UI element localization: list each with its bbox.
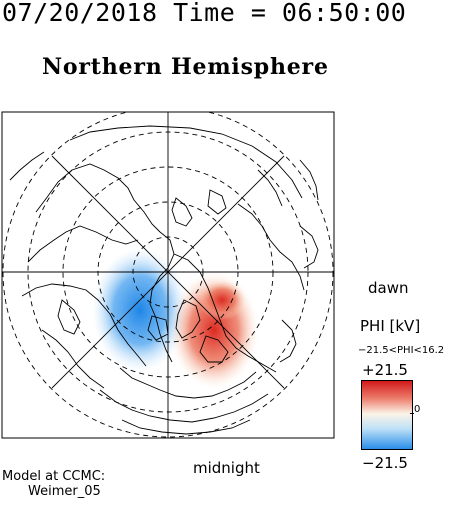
model-name-label: Weimer_05	[28, 484, 101, 499]
dawn-label: dawn	[368, 279, 409, 297]
midnight-label: midnight	[193, 459, 260, 477]
colorbar-min-label: −21.5	[362, 454, 408, 472]
model-source-label: Model at CCMC:	[2, 469, 106, 484]
colorbar-zero-label: 0	[414, 404, 421, 415]
colorbar-range-label: −21.5<PHI<16.2	[358, 345, 445, 356]
map-frame	[1, 111, 335, 439]
colorbar-max-label: +21.5	[362, 361, 408, 379]
negative-potential-cell	[92, 248, 188, 372]
potential-cells	[92, 248, 258, 388]
coastlines	[9, 125, 319, 435]
plot-title: Northern Hemisphere	[42, 54, 329, 80]
meridian-lines	[2, 112, 334, 438]
colorbar-zero-tick	[410, 413, 414, 414]
datetime-title: 07/20/2018 Time = 06:50:00	[2, 0, 407, 27]
colorbar-variable-label: PHI [kV]	[360, 317, 421, 335]
colorbar	[361, 380, 413, 450]
